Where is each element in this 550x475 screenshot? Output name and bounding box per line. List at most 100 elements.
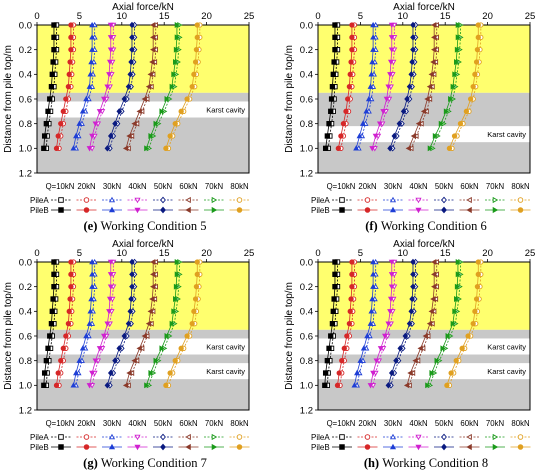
pileA-point [433,259,439,265]
pileB-point [68,284,74,290]
pileB-point [410,46,416,53]
pileB-point [50,296,56,302]
pileB-point [55,370,61,376]
caption-letter: (e) [84,219,101,233]
pileB-point [344,333,350,339]
pileB-point [150,34,156,41]
legend-load-label: 30kN [384,419,402,428]
pileB-point [451,133,458,139]
legend-pileA-label: PileA [30,433,49,442]
legend-pileA-marker [415,197,422,204]
pileB-point [87,71,94,77]
pileA-point [151,59,158,65]
caption-text: Working Condition 6 [381,219,487,233]
pileB-point [68,22,74,28]
panel-caption: (h) Working Condition 8 [364,456,488,470]
pileB-point [455,259,462,265]
pileA-point [152,259,158,265]
y-tick-label: 1.0 [300,381,313,392]
x-tick-label: 0 [315,11,320,22]
legend-load-label: 70kN [205,182,223,191]
pileB-point [431,271,437,278]
pileB-point [88,58,95,65]
pileB-point [351,382,358,388]
y-tick-label: 1.0 [19,144,32,155]
pileB-point [174,22,181,28]
pileB-point [364,332,371,339]
pileB-point [107,35,114,41]
pileA-point [150,71,156,78]
pileB-point [382,333,388,340]
legend-pileB-marker [58,207,64,213]
legend-pileA-marker [185,196,191,204]
pileB-point [380,109,387,115]
pileA-point [425,333,431,339]
pileB-point [339,358,345,364]
pileB-point [106,59,113,66]
pileB-point [107,272,114,278]
pileA-line [390,262,416,386]
legend-pileA-marker [236,197,243,203]
legend-pileB-marker [134,444,141,451]
y-axis-label: Distance from pile top/m [3,282,14,390]
pileB-point [473,59,480,65]
pileB-point [107,47,114,53]
pileA-point [128,370,135,376]
pileB-point [428,308,434,315]
pileB-point [149,59,155,65]
pileB-point [159,345,165,352]
legend-load-label: 50kN [435,419,453,428]
x-tick-label: 20 [482,11,493,22]
pileB-point [88,295,95,302]
pileB-point [332,34,338,40]
pileB-point [178,108,184,114]
pileA-point [144,96,150,102]
legend-pileA-marker [236,434,243,440]
pileB-point [60,108,66,114]
pileB-point [409,58,415,66]
panel-caption: (e) Working Condition 5 [84,219,207,233]
pileB-point [86,146,93,152]
pileB-point [400,108,407,115]
pileB-point [191,308,197,314]
x-tick-label: 25 [244,248,255,259]
pileB-point [454,59,460,65]
pileB-point [66,71,72,77]
pileB-point [67,59,73,65]
legend-load-label: 70kN [486,182,504,191]
pileA-point [433,34,439,41]
pileB-point [178,345,184,351]
pileA-line [45,262,57,386]
pileB-point [338,133,344,139]
karst-cavity-label: Karst cavity [487,367,526,376]
pileB-point [163,382,169,388]
pileB-point [430,59,436,65]
pileB-point [367,383,374,389]
y-tick-label: 1.2 [300,168,313,179]
pileA-line [326,262,338,386]
pileB-point [328,96,335,102]
pileB-point [326,121,332,127]
pileB-series-5 [385,258,416,389]
legend-pileB-marker [441,443,447,451]
pileB-point [410,34,416,41]
pileB-point [450,320,456,327]
pileB-point [129,283,135,290]
pileB-point [324,133,330,139]
pileB-point [370,34,377,40]
pileB-point [424,96,430,102]
x-tick-label: 5 [77,11,82,22]
pileB-point [191,71,197,77]
pileB-point [76,357,83,363]
legend-pileB-marker [466,206,472,214]
pileB-point [122,382,129,389]
pileA-point [148,320,154,327]
pileB-series-1 [41,259,57,388]
legend-load-label: 60kN [179,182,197,191]
pileB-point [463,108,470,114]
pileB-series-7 [425,259,462,389]
karst-cavity-label: Karst cavity [206,105,245,114]
pileB-point [346,84,353,90]
pileB-point [370,21,377,28]
y-tick-label: 0.6 [300,331,313,342]
